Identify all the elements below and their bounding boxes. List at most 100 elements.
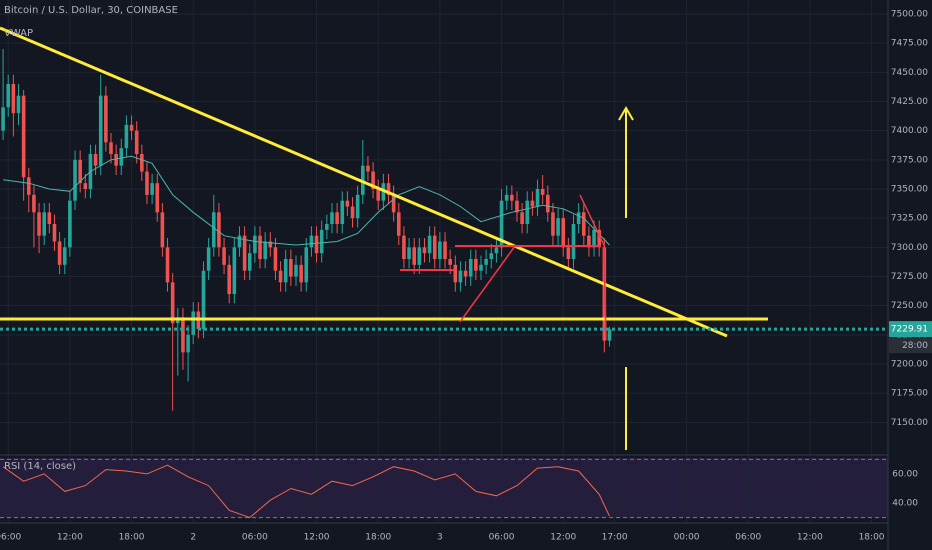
x-tick-label: 00:00 [674, 533, 700, 543]
candle-body [93, 154, 98, 166]
rsi-band [0, 458, 888, 518]
candle-body [134, 130, 139, 154]
candle-body [417, 247, 422, 265]
candle-body [484, 259, 488, 265]
candle-body [412, 247, 416, 265]
candle-body [535, 189, 540, 207]
candle-body [525, 200, 530, 224]
candle-body [463, 270, 468, 277]
candle-body [186, 334, 190, 353]
candle-body [98, 95, 103, 166]
candle-body [217, 212, 221, 248]
candle-body [345, 200, 350, 207]
rsi-line [2, 464, 610, 519]
x-tick-label: 12:00 [797, 533, 823, 543]
candle-body [319, 229, 324, 254]
candle-body [474, 259, 478, 271]
y-tick-label: 7450.00 [891, 68, 928, 78]
trend-line [0, 26, 728, 338]
candle-body [299, 264, 303, 283]
candle-body [11, 84, 16, 114]
candle-body [258, 235, 262, 259]
candle-body [124, 124, 129, 149]
candle-body [78, 159, 82, 184]
candle-body [468, 259, 473, 277]
candle-body [83, 183, 88, 189]
candle-body [340, 200, 345, 224]
y-tick-label: 7250.00 [891, 301, 928, 311]
candle-body [546, 194, 550, 213]
y-tick-label: 7400.00 [891, 126, 928, 136]
rsi-tick-label: 40.00 [892, 499, 918, 509]
candle-body [592, 229, 596, 248]
x-tick-label: 12:00 [304, 533, 330, 543]
candle-body [278, 270, 283, 283]
candle-body [571, 224, 576, 259]
candle-body [6, 84, 11, 108]
y-tick-label: 7300.00 [891, 243, 928, 253]
drawing-line [579, 194, 607, 341]
y-tick-label: 7325.00 [891, 214, 928, 224]
candle-body [325, 224, 329, 230]
x-tick-label: 2 [190, 533, 196, 543]
candle-body [242, 235, 247, 271]
candle-body [140, 154, 144, 172]
vwap-line [3, 155, 610, 246]
candle-body [489, 253, 494, 259]
candle-body [294, 264, 298, 277]
x-tick-label: 3 [437, 533, 443, 543]
candle-body [283, 259, 288, 283]
candle-body [520, 212, 524, 224]
candle-body [407, 247, 411, 259]
candle-body [371, 171, 375, 189]
candle-body [494, 247, 499, 254]
candle-body [427, 235, 432, 254]
candle-body [37, 212, 41, 236]
arrow-head [618, 106, 634, 121]
candle-body [366, 165, 370, 172]
y-tick-label: 7425.00 [891, 97, 928, 107]
candle-body [104, 95, 108, 143]
candle-body [479, 264, 483, 271]
x-tick-label: 12:00 [57, 533, 83, 543]
candle-body [109, 142, 113, 154]
x-tick-label: 06:00 [242, 533, 268, 543]
x-tick-label: 06:00 [0, 533, 21, 543]
countdown-label: 28:00 [902, 341, 928, 351]
candle-body [68, 200, 72, 248]
candle-body [335, 212, 339, 224]
candle-body [504, 194, 509, 201]
candle-body [551, 212, 555, 236]
x-tick-label: 18:00 [365, 533, 391, 543]
candle-body [16, 95, 21, 114]
y-tick-label: 7475.00 [891, 39, 928, 49]
candle-body [206, 247, 211, 271]
candle-body [21, 95, 26, 178]
candle-body [273, 247, 278, 271]
candle-body [540, 189, 545, 195]
candle-body [438, 241, 442, 259]
candle-body [211, 212, 216, 248]
y-tick-label: 7375.00 [891, 155, 928, 165]
indicator-label: VWAP [4, 28, 33, 39]
candle-body [289, 259, 293, 277]
x-tick-label: 18:00 [859, 533, 885, 543]
candle-body [1, 107, 5, 131]
candle-body [386, 183, 391, 195]
candle-body [304, 247, 309, 283]
candle-body [165, 247, 170, 283]
candle-body [32, 194, 36, 213]
candle-body [587, 235, 591, 248]
candle-body [448, 259, 452, 265]
last-price-label: 7229.91 [891, 325, 928, 335]
rsi-label: RSI (14, close) [4, 461, 76, 472]
candle-body [201, 270, 206, 329]
y-tick-label: 7350.00 [891, 185, 928, 195]
candle-body [232, 247, 237, 294]
x-tick-label: 06:00 [489, 533, 515, 543]
candle-body [26, 177, 31, 195]
candle-body [129, 124, 134, 131]
candle-body [607, 329, 612, 341]
candle-body [237, 235, 242, 248]
